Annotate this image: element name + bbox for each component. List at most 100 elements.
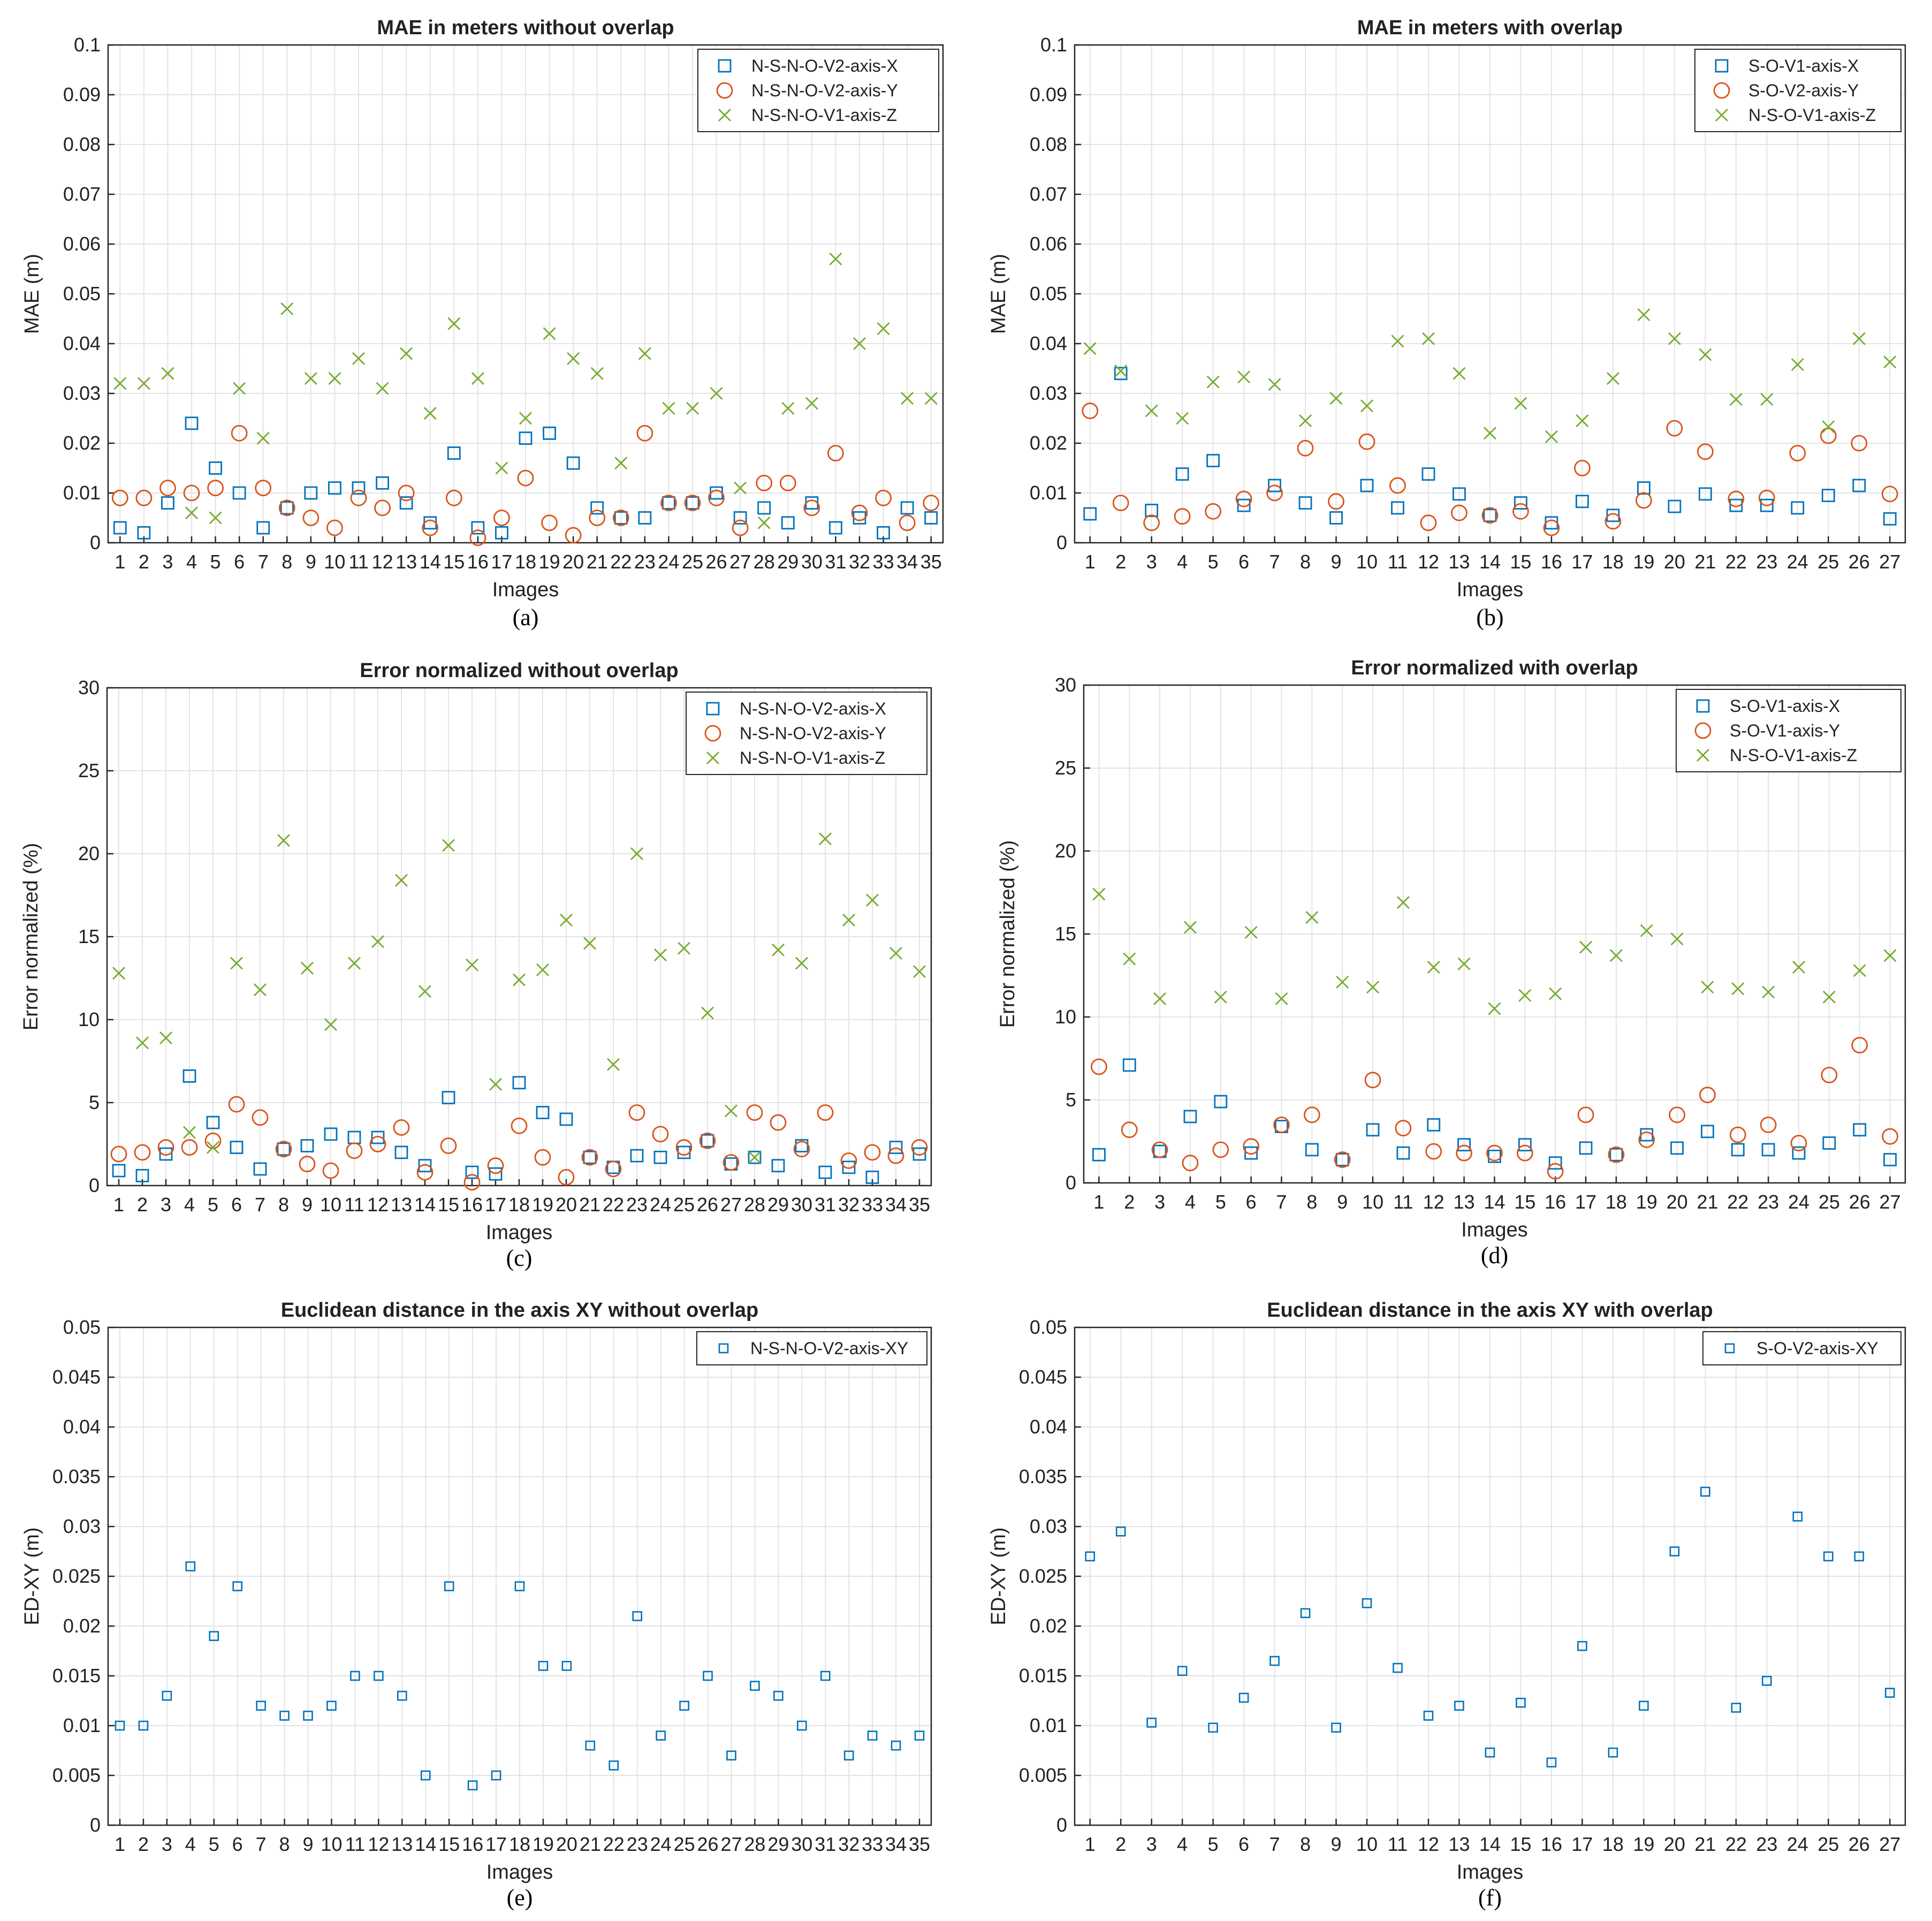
- data-point: [1214, 1095, 1228, 1108]
- data-point: [275, 1141, 292, 1158]
- data-point: [900, 501, 914, 515]
- data-point: [471, 372, 484, 385]
- data-point: [445, 489, 462, 506]
- x-tick-label: 18: [515, 551, 536, 573]
- data-point: [1085, 1551, 1096, 1562]
- x-tick-label: 10: [1356, 1833, 1378, 1855]
- data-point: [183, 1126, 196, 1139]
- y-tick-label: 0.035: [52, 1466, 101, 1487]
- x-tick-label: 20: [562, 551, 584, 573]
- panel-caption: (f): [1478, 1885, 1502, 1911]
- data-point: [771, 1159, 785, 1173]
- data-point: [875, 489, 892, 506]
- data-point: [1761, 1143, 1775, 1157]
- chart-panel-1: 0 0.01 0.02 0.03 0.04 0.05 0.06 0.07 0.08 0.09 0.1…: [21, 17, 944, 631]
- x-axis-label: Images: [1461, 1219, 1528, 1241]
- data-point: [1851, 1037, 1868, 1054]
- legend-marker: [1724, 1343, 1735, 1354]
- data-point: [111, 489, 128, 506]
- panel-caption: (a): [513, 604, 539, 631]
- data-point: [206, 1115, 220, 1129]
- x-tick-label: 29: [767, 1194, 789, 1216]
- data-point: [675, 1139, 693, 1156]
- y-tick-label: 0.09: [1030, 83, 1067, 105]
- legend-label: S-O-V2-axis-XY: [1756, 1339, 1878, 1358]
- data-point: [710, 387, 723, 400]
- data-point: [1273, 1117, 1290, 1133]
- x-tick-label: 17: [485, 1194, 506, 1216]
- x-tick-label: 18: [509, 1833, 530, 1855]
- x-tick-label: 28: [754, 551, 775, 573]
- x-tick-label: 5: [1215, 1191, 1226, 1213]
- data-point: [803, 499, 820, 517]
- x-tick-label: 22: [603, 1833, 625, 1855]
- x-tick-label: 19: [539, 551, 560, 573]
- x-tick-label: 21: [580, 1833, 601, 1855]
- data-point: [207, 1141, 219, 1154]
- x-tick-label: 17: [1571, 551, 1593, 573]
- y-tick-label: 0.015: [1019, 1665, 1067, 1687]
- data-point: [1577, 1106, 1594, 1123]
- panel-caption: (c): [506, 1245, 533, 1271]
- data-point: [447, 446, 461, 460]
- x-tick-label: 9: [306, 551, 316, 573]
- data-point: [781, 401, 795, 415]
- x-tick-label: 34: [896, 551, 918, 573]
- data-point: [1609, 1148, 1623, 1161]
- data-point: [630, 1149, 644, 1163]
- data-point: [346, 1142, 363, 1159]
- data-point: [1083, 507, 1097, 521]
- data-point: [1669, 1546, 1680, 1556]
- data-point: [112, 1164, 126, 1178]
- data-point: [538, 1661, 549, 1671]
- x-tick-label: 26: [697, 1194, 718, 1216]
- data-point: [416, 1164, 433, 1181]
- data-point: [1360, 479, 1374, 492]
- y-tick-label: 0.03: [63, 382, 101, 404]
- x-tick-label: 2: [1115, 551, 1126, 573]
- data-point: [1789, 445, 1806, 461]
- data-point: [185, 506, 198, 520]
- x-tick-label: 22: [1725, 551, 1747, 573]
- x-tick-label: 2: [138, 1833, 149, 1855]
- x-tick-label: 34: [885, 1194, 907, 1216]
- data-point: [442, 839, 455, 852]
- x-tick-label: 24: [650, 1194, 671, 1216]
- data-point: [369, 1136, 386, 1152]
- data-point: [1854, 1551, 1865, 1562]
- data-point: [1762, 1676, 1772, 1686]
- data-point: [652, 1126, 669, 1143]
- x-tick-label: 30: [791, 1194, 812, 1216]
- legend-marker: [1715, 59, 1729, 73]
- data-point: [1484, 427, 1496, 440]
- data-point: [1516, 1144, 1533, 1161]
- data-point: [1205, 503, 1222, 520]
- data-point: [469, 529, 486, 546]
- data-point: [400, 347, 413, 360]
- data-point: [371, 935, 384, 948]
- legend-marker: [1713, 82, 1730, 99]
- y-tick-label: 0.005: [1019, 1764, 1067, 1786]
- x-tick-label: 4: [184, 1194, 195, 1216]
- y-tick-label: 0.01: [63, 1714, 101, 1736]
- legend-marker: [704, 725, 721, 742]
- data-point: [653, 1150, 667, 1164]
- data-point: [376, 382, 389, 395]
- x-tick-label: 8: [1306, 1191, 1317, 1213]
- data-point: [352, 481, 366, 495]
- data-point: [1176, 412, 1189, 425]
- data-point: [607, 1058, 620, 1071]
- data-point: [605, 1160, 622, 1178]
- data-point: [585, 1740, 596, 1751]
- data-point: [1670, 1141, 1684, 1155]
- data-point: [877, 322, 890, 336]
- data-point: [1606, 372, 1619, 385]
- data-point: [608, 1760, 619, 1771]
- data-point: [350, 489, 367, 506]
- data-point: [300, 1139, 314, 1153]
- x-tick-label: 6: [234, 551, 245, 573]
- x-tick-label: 26: [697, 1833, 719, 1855]
- legend-label: S-O-V2-axis-Y: [1748, 81, 1859, 100]
- x-tick-label: 20: [1664, 551, 1685, 573]
- data-point: [1208, 1722, 1218, 1733]
